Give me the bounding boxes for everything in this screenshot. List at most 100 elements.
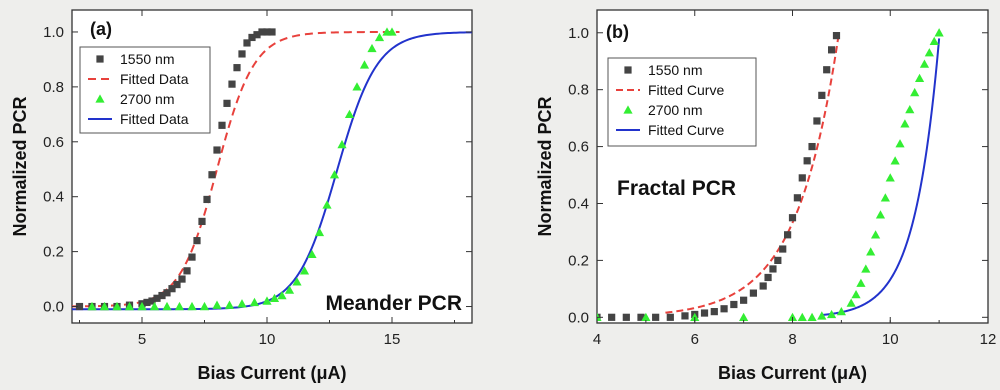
data-point [233, 64, 241, 72]
y-tick: 0.6 [568, 139, 988, 156]
data-point [807, 312, 817, 321]
data-point [823, 66, 831, 74]
data-point [895, 139, 905, 148]
data-point [797, 312, 807, 321]
data-point [174, 301, 185, 311]
y-tick-label: 0.0 [568, 309, 589, 326]
y-tick-label: 0.4 [43, 189, 64, 206]
y-tick-label: 0.2 [43, 244, 64, 261]
data-point [740, 296, 748, 304]
data-point [148, 297, 156, 305]
data-point [818, 91, 826, 99]
x-tick-label: 10 [882, 331, 899, 348]
data-point [769, 265, 777, 273]
data-point [314, 227, 325, 237]
data-point [237, 299, 247, 308]
data-point [890, 156, 900, 165]
data-point [788, 214, 797, 222]
data-point [827, 309, 837, 319]
y-tick: 0.4 [568, 195, 988, 212]
data-point [870, 230, 881, 239]
panel-label: (b) [606, 22, 629, 42]
legend-marker [96, 55, 104, 63]
data-point [803, 157, 811, 165]
chart-panel-a: 5 10 15 0.0 0.2 0.4 0.6 0.8 1.0 Bias Current (μA)… [10, 9, 473, 383]
data-point [162, 301, 172, 311]
data-point [764, 273, 772, 282]
data-point [749, 289, 757, 297]
data-point [168, 285, 176, 293]
legend-marker [95, 94, 105, 103]
y-tick-label: 0.8 [43, 79, 64, 96]
data-point [817, 311, 827, 320]
series-markers-2 [597, 28, 944, 321]
data-point [866, 247, 876, 256]
data-point [832, 32, 841, 40]
data-point [836, 307, 846, 316]
data-point [875, 210, 886, 219]
data-point [813, 117, 821, 125]
data-point [710, 308, 718, 316]
data-point [774, 256, 782, 264]
data-point [784, 231, 792, 239]
legend-entry-label: 1550 nm [648, 62, 702, 78]
data-point [367, 43, 377, 53]
data-point [359, 60, 370, 69]
plot-area [72, 27, 472, 311]
y-tick: 0.6 [43, 134, 472, 151]
y-axis-title: Normalized PCR [10, 96, 30, 236]
data-point [828, 46, 836, 54]
chart-panel-b: 4 6 8 10 12 0.0 0.2 0.4 0.6 0.8 1.0 Bias Current (μ… [535, 9, 996, 383]
data-point [344, 109, 355, 119]
series-line-1 [665, 32, 840, 314]
data-point [924, 48, 934, 57]
data-point [910, 87, 920, 97]
legend: 1550 nm Fitted Data 2700 nm Fitted Data [79, 46, 211, 134]
data-point [387, 27, 397, 36]
y-tick: 0.4 [43, 189, 472, 206]
data-point [352, 82, 362, 91]
y-tick: 0.2 [568, 252, 988, 269]
legend-box [607, 57, 757, 147]
data-point [253, 31, 261, 39]
x-tick-label: 5 [138, 331, 146, 348]
data-point [641, 312, 651, 321]
data-point [223, 99, 231, 107]
data-point [183, 267, 191, 275]
data-point [124, 301, 135, 311]
data-point [798, 174, 806, 182]
data-point [759, 282, 767, 290]
data-point [238, 50, 246, 58]
data-point [739, 312, 749, 321]
data-point [158, 291, 166, 300]
data-point [228, 80, 236, 88]
data-point [905, 104, 915, 114]
y-tick: 0.8 [568, 82, 988, 99]
legend-entry-label: 2700 nm [120, 91, 174, 107]
data-point [666, 313, 674, 321]
data-point [292, 277, 302, 286]
data-point [277, 290, 287, 300]
y-tick: 0.2 [43, 244, 472, 261]
data-point [143, 298, 151, 307]
data-point [173, 280, 181, 289]
y-tick: 0.0 [43, 299, 472, 316]
data-point [163, 289, 171, 297]
data-point [269, 293, 280, 302]
data-point [793, 194, 801, 202]
x-axis-title: Bias Current (μA) [197, 363, 346, 383]
data-point [299, 266, 310, 275]
legend-entry-label: Fitted Curve [648, 82, 724, 98]
data-point [284, 285, 295, 294]
x-tick-label: 4 [593, 331, 601, 348]
y-tick-label: 1.0 [568, 25, 589, 42]
data-point [307, 249, 317, 259]
data-point [880, 193, 890, 202]
data-point [263, 28, 271, 36]
data-point [137, 301, 147, 311]
x-axis-title: Bias Current (μA) [718, 363, 867, 383]
data-point [730, 300, 738, 309]
y-tick-label: 0.0 [43, 299, 64, 316]
data-point [112, 301, 122, 311]
